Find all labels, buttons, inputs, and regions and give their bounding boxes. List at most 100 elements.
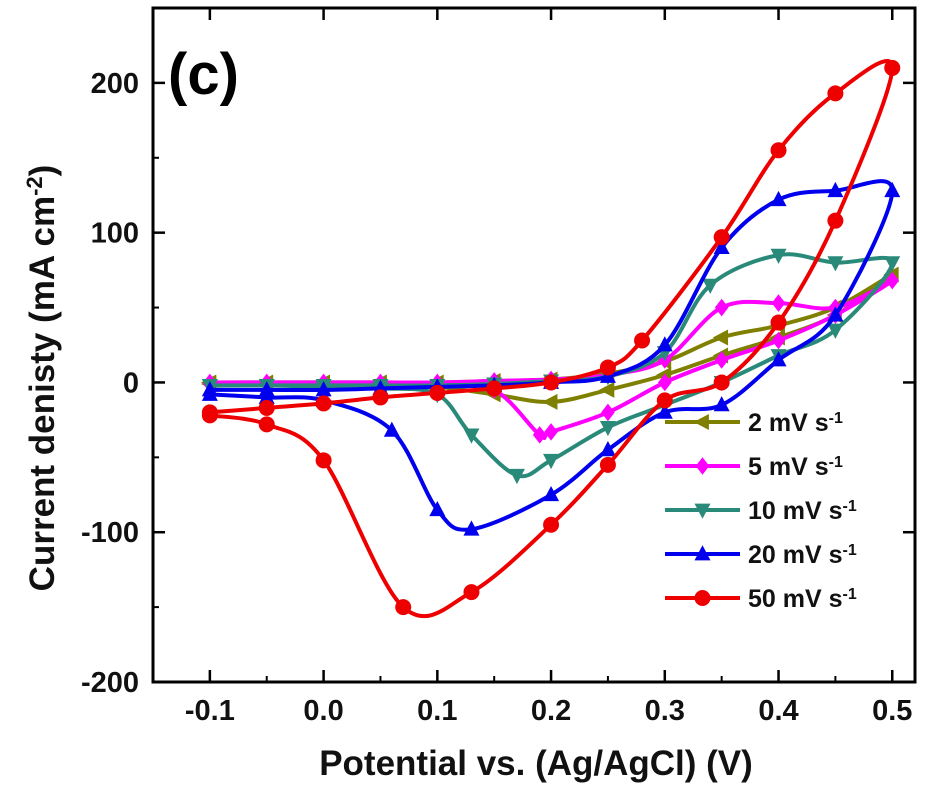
legend-label: 5 mV s-1: [748, 453, 843, 481]
plot-frame: [151, 6, 917, 684]
legend-item: 20 mV s-1: [665, 541, 857, 569]
series-4: [201, 59, 901, 619]
legend-label: 50 mV s-1: [748, 585, 857, 613]
axes: -0.1 0.0 0.1 0.2 0.3 0.4 0.5 -200 -100 0 100 200: [81, 6, 917, 727]
legend-item: 10 mV s-1: [665, 497, 857, 525]
data-point: [827, 323, 844, 339]
data-point: [463, 520, 480, 536]
data-point: [201, 407, 218, 424]
data-point: [599, 420, 616, 437]
data-point: [770, 190, 787, 207]
series-line: [209, 59, 895, 619]
legend-marker: [694, 545, 711, 561]
data-point: [884, 59, 901, 76]
x-tick-label: -0.1: [185, 695, 235, 727]
legend-item: 50 mV s-1: [665, 585, 857, 613]
data-point: [771, 294, 786, 312]
data-point: [884, 181, 901, 198]
legend-label-main: 10 mV s: [748, 497, 843, 525]
data-point: [713, 396, 730, 412]
x-tick-label: 0.5: [872, 695, 912, 727]
data-point: [543, 453, 560, 470]
data-point: [770, 314, 787, 331]
data-point: [315, 452, 332, 469]
series-layer: [201, 59, 901, 619]
data-point: [771, 331, 786, 350]
data-point: [656, 403, 673, 419]
legend-marker: [694, 503, 711, 519]
y-axis-title-main: Current denisty (mA cm: [23, 196, 62, 591]
data-point: [713, 229, 730, 246]
data-point: [827, 306, 844, 322]
legend-label-sup: -1: [843, 542, 857, 559]
data-point: [712, 329, 729, 346]
legend-label-main: 5 mV s: [748, 453, 829, 481]
legend-marker: [695, 457, 710, 475]
data-point: [429, 384, 446, 401]
x-tick-label: 0.4: [758, 695, 798, 727]
data-point: [634, 332, 651, 349]
data-point: [656, 336, 673, 352]
y-axis-title: Current denisty (mA cm-2): [22, 165, 63, 592]
data-point: [656, 392, 673, 409]
data-point: [599, 456, 616, 473]
data-point: [543, 374, 560, 391]
y-tick-label: 0: [123, 367, 139, 399]
data-point: [508, 468, 525, 485]
legend-marker: [693, 414, 709, 430]
y-tick-label: -100: [81, 517, 139, 549]
data-point: [383, 421, 400, 437]
legend-label: 10 mV s-1: [748, 497, 857, 525]
x-tick-label: 0.1: [417, 695, 457, 727]
data-point: [827, 85, 844, 102]
data-point: [315, 395, 332, 412]
legend-label: 20 mV s-1: [748, 541, 857, 569]
data-point: [258, 399, 275, 416]
data-point: [258, 416, 275, 433]
data-point: [258, 388, 275, 404]
legend-label-main: 20 mV s: [748, 541, 843, 569]
data-point: [770, 248, 787, 264]
panel-label: (c): [168, 42, 239, 107]
data-point: [486, 380, 503, 397]
data-point: [657, 373, 672, 392]
data-point: [714, 298, 729, 317]
legend-label-main: 50 mV s: [748, 585, 843, 613]
legend-label-sup: -1: [843, 586, 857, 603]
data-point: [714, 351, 729, 369]
data-point: [599, 381, 615, 398]
data-point: [544, 423, 558, 441]
series-2: [201, 248, 901, 485]
y-tick-label: 100: [91, 218, 139, 250]
data-point: [713, 374, 730, 391]
y-tick-label: -200: [81, 667, 139, 699]
legend-label-sup: -1: [829, 454, 843, 471]
legend: 2 mV s-15 mV s-110 mV s-120 mV s-150 mV …: [665, 409, 857, 613]
legend-marker: [694, 590, 711, 606]
data-point: [315, 381, 332, 397]
series-line: [209, 252, 895, 479]
data-point: [827, 212, 844, 229]
legend-label: 2 mV s-1: [748, 409, 843, 437]
legend-label-sup: -1: [829, 410, 843, 427]
data-point: [884, 256, 901, 272]
data-point: [463, 584, 480, 601]
data-point: [885, 271, 900, 290]
data-point: [713, 238, 730, 255]
legend-item: 2 mV s-1: [665, 409, 843, 437]
legend-label-sup: -1: [843, 498, 857, 515]
legend-item: 5 mV s-1: [665, 453, 843, 481]
data-point: [542, 393, 558, 410]
data-point: [429, 500, 446, 517]
data-point: [599, 359, 616, 376]
x-axis-title: Potential vs. (Ag/AgCl) (V): [319, 744, 753, 783]
data-point: [601, 403, 615, 422]
data-point: [543, 485, 560, 502]
data-point: [372, 389, 389, 406]
series-3: [201, 179, 901, 536]
data-point: [827, 256, 844, 272]
data-point: [201, 385, 218, 401]
data-point: [827, 181, 844, 198]
x-tick-label: 0.3: [645, 695, 685, 727]
